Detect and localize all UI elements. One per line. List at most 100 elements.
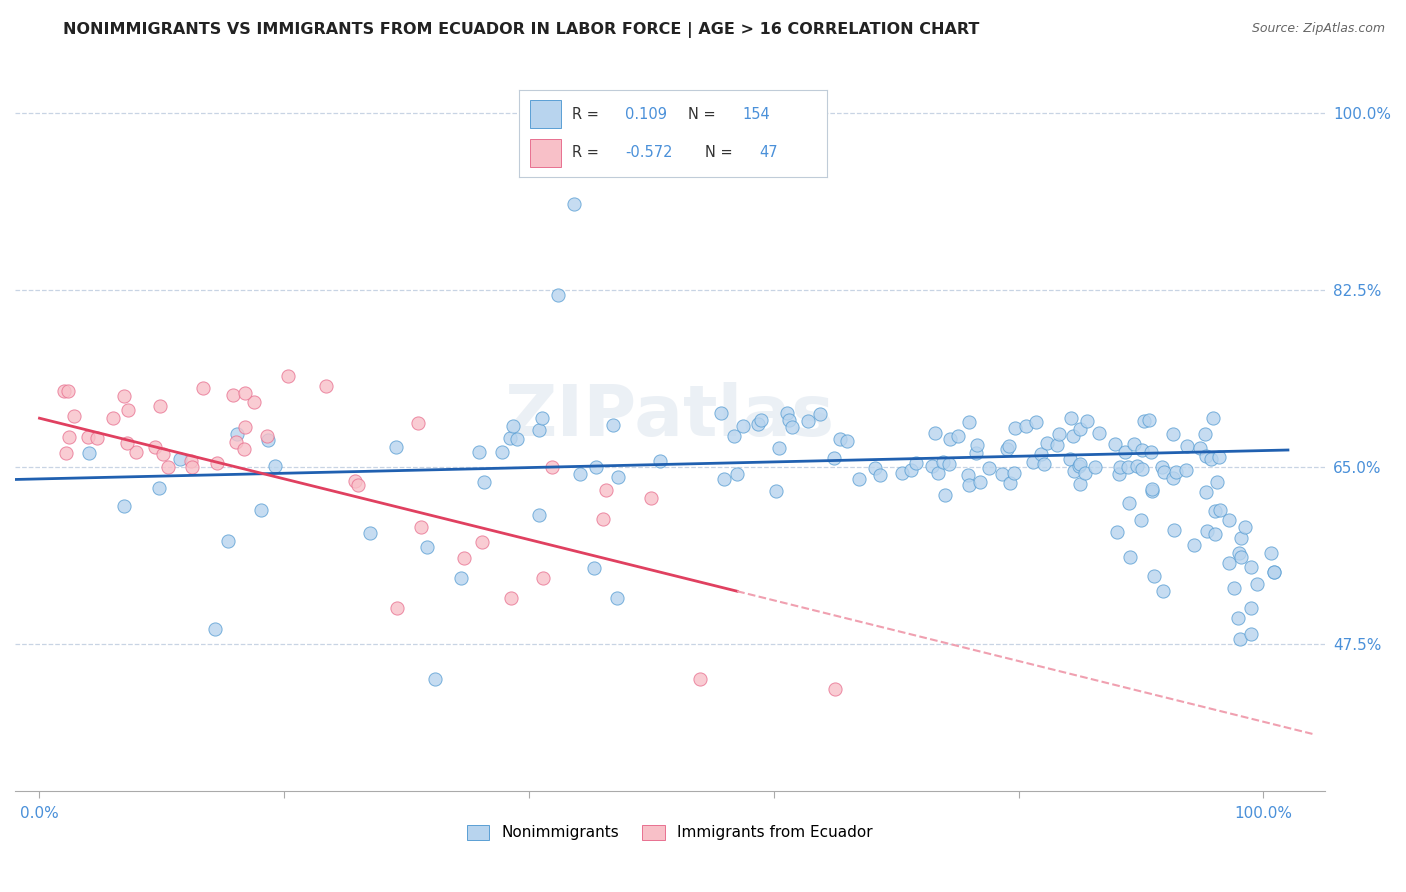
Point [205,456,228,470]
Point [359,526,381,541]
Point [1119,549,1142,564]
Point [1175,463,1198,477]
Point [863,460,886,475]
Point [117,403,139,417]
Point [1021,455,1043,469]
Point [1201,410,1223,425]
Point [725,467,748,481]
Point [1150,459,1173,474]
Point [56,384,79,398]
Point [152,447,174,461]
Point [1047,427,1070,442]
Point [156,459,179,474]
Point [1229,549,1251,564]
Point [529,508,551,523]
Point [824,682,846,697]
Point [689,673,711,687]
Point [602,418,624,433]
Text: Source: ZipAtlas.com: Source: ZipAtlas.com [1251,22,1385,36]
Point [1195,524,1218,538]
Point [527,423,550,437]
Point [256,433,278,447]
Point [1108,467,1130,482]
Point [900,462,922,476]
Point [1218,513,1240,527]
Point [506,432,529,446]
Point [204,622,226,636]
Point [998,439,1021,453]
Point [406,417,429,431]
Point [1194,426,1216,441]
Text: NONIMMIGRANTS VS IMMIGRANTS FROM ECUADOR IN LABOR FORCE | AGE > 16 CORRELATION C: NONIMMIGRANTS VS IMMIGRANTS FROM ECUADOR… [63,22,980,38]
Point [1227,611,1250,625]
Point [1063,464,1085,478]
Point [1246,576,1268,591]
Point [1059,451,1081,466]
Point [1204,527,1226,541]
Point [416,540,439,554]
Point [1114,445,1136,459]
Point [1084,460,1107,475]
Point [765,483,787,498]
Point [217,533,239,548]
Point [1067,459,1090,474]
Point [222,388,245,402]
Point [1130,462,1153,476]
Point [969,475,991,489]
Point [243,395,266,409]
Point [1036,435,1059,450]
Point [921,458,943,473]
Point [998,475,1021,490]
Point [606,470,628,484]
Point [76,429,98,443]
Point [723,429,745,443]
Point [823,450,845,465]
Point [592,511,614,525]
Point [1208,450,1230,465]
Point [502,419,524,434]
Point [1240,559,1263,574]
Point [547,287,569,301]
Point [77,446,100,460]
Point [904,456,927,470]
Point [1229,632,1251,646]
Point [1161,470,1184,484]
Point [924,425,946,440]
Point [103,411,125,425]
Point [1201,452,1223,467]
Point [112,499,135,513]
Point [1123,437,1146,451]
Point [562,196,585,211]
Point [225,434,247,449]
Point [343,474,366,488]
Point [148,481,170,495]
Point [1107,525,1129,540]
Point [1240,601,1263,615]
Point [939,432,962,446]
Point [977,460,1000,475]
Point [58,430,80,444]
Point [250,503,273,517]
Point [1188,441,1211,455]
Point [472,475,495,489]
Point [1069,458,1091,472]
Point [180,454,202,468]
Point [1074,467,1097,481]
Point [585,460,607,475]
Point [1002,466,1025,480]
Point [124,445,146,459]
Point [1087,425,1109,440]
Point [191,381,214,395]
Point [828,432,851,446]
Point [1175,439,1198,453]
Point [112,389,135,403]
Point [498,432,520,446]
Point [226,427,249,442]
Point [869,468,891,483]
Point [63,409,86,424]
Point [1133,414,1156,428]
Point [1069,422,1091,436]
Point [1260,546,1282,560]
Point [55,446,77,460]
Point [731,419,754,434]
